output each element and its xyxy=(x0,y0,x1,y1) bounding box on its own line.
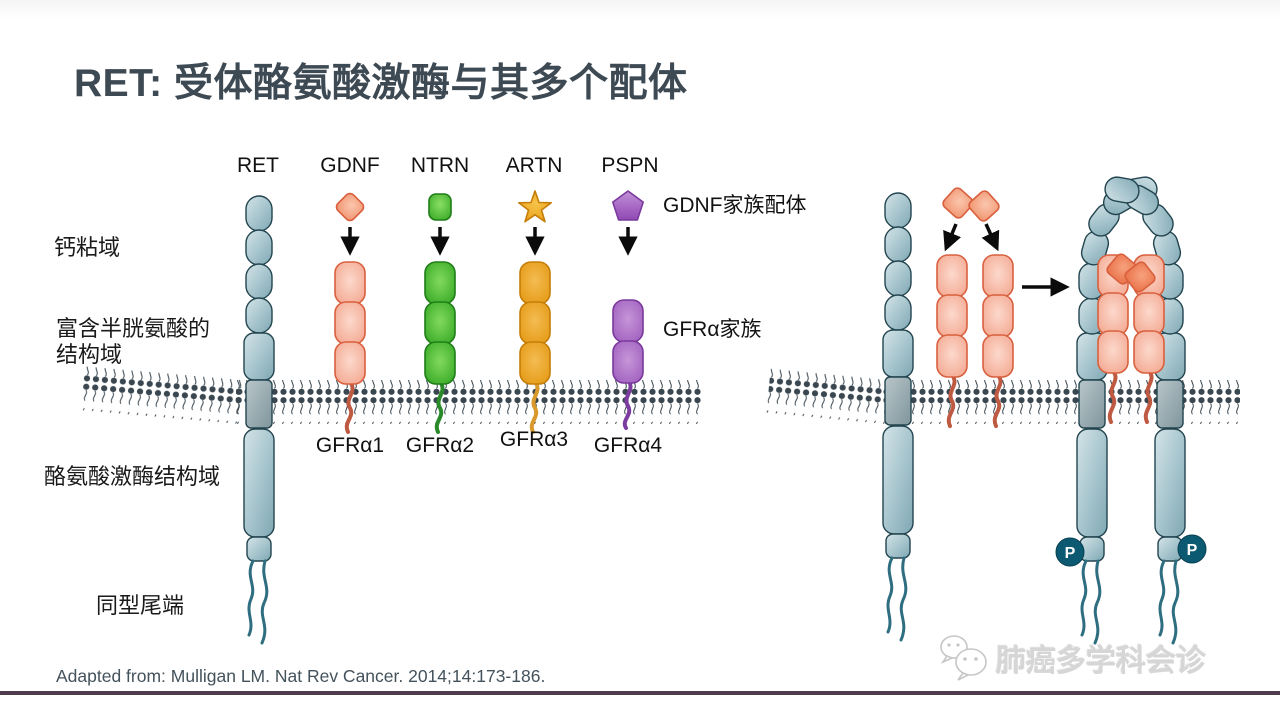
dimer-binding-arrows xyxy=(943,223,1000,252)
watermark: 肺癌多学科会诊 xyxy=(938,634,1206,682)
gfra1-anchor xyxy=(344,380,355,434)
ret-receptor-right xyxy=(881,192,915,642)
phospho-badge-left: P xyxy=(1055,537,1085,567)
gfra2-anchor xyxy=(434,380,445,434)
free-gfra1-pair xyxy=(936,254,1014,378)
column-headers: RET GDNF NTRN ARTN PSPN xyxy=(237,154,659,177)
ligand-binding-arrows xyxy=(340,227,638,256)
header-gdnf: GDNF xyxy=(320,154,380,177)
header-pspn: PSPN xyxy=(601,154,658,177)
gdnf-ligand-icon xyxy=(335,192,365,222)
label-gfra1: GFRα1 xyxy=(316,434,384,457)
watermark-text: 肺癌多学科会诊 xyxy=(996,645,1206,678)
svg-text:P: P xyxy=(1187,542,1198,559)
gfra4-anchor xyxy=(622,378,633,430)
cell-membrane-left xyxy=(78,366,702,425)
wechat-logo-icon xyxy=(940,635,987,681)
free-gfra1-anchor-2 xyxy=(992,373,1003,428)
artn-ligand-icon xyxy=(518,190,552,223)
family-labels: GDNF家族配体 GFRα家族 xyxy=(663,194,807,341)
ntrn-ligand-icon xyxy=(428,193,452,221)
label-gfra-family: GFRα家族 xyxy=(663,318,761,341)
domain-labels: 钙粘域 富含半胱氨酸的 结构域 酪氨酸激酶结构域 同型尾端 xyxy=(44,235,220,618)
citation: Adapted from: Mulligan LM. Nat Rev Cance… xyxy=(56,666,546,686)
label-cysteine-rich-line1: 富含半胱氨酸的 xyxy=(56,316,210,341)
label-gfra4: GFRα4 xyxy=(594,434,662,457)
label-isoform-tail: 同型尾端 xyxy=(96,593,184,618)
complex-gdnf-dimer xyxy=(1106,253,1156,293)
label-kinase-domain: 酪氨酸激酶结构域 xyxy=(44,464,220,489)
phospho-badge-right: P xyxy=(1177,534,1207,564)
pspn-ligand-icon xyxy=(612,190,644,221)
gfra4-coreceptor xyxy=(612,299,644,384)
gfra1-coreceptor xyxy=(334,261,366,385)
label-cadherin-domain: 钙粘域 xyxy=(54,235,120,260)
coreceptor-labels: GFRα1 GFRα2 GFRα3 GFRα4 xyxy=(316,428,662,457)
gfra2-coreceptor xyxy=(424,261,456,385)
gdnf-dimer xyxy=(942,187,1000,222)
gfra3-anchor xyxy=(529,380,540,434)
gfra3-coreceptor xyxy=(519,261,551,385)
label-cysteine-rich-line2: 结构域 xyxy=(56,342,122,367)
label-gdnf-family-ligands: GDNF家族配体 xyxy=(663,194,807,217)
svg-text:P: P xyxy=(1065,545,1076,562)
label-gfra3: GFRα3 xyxy=(500,428,568,451)
complex-gfra1-anchor-2 xyxy=(1143,369,1154,424)
header-artn: ARTN xyxy=(506,154,563,177)
slide-title: RET: 受体酪氨酸激酶与其多个配体 xyxy=(74,62,688,105)
ret-dimer-complex: P P xyxy=(1055,176,1207,645)
header-ntrn: NTRN xyxy=(411,154,469,177)
header-ret: RET xyxy=(237,154,279,177)
label-gfra2: GFRα2 xyxy=(406,434,474,457)
complex-gfra1-anchor-1 xyxy=(1107,369,1118,424)
bottom-rule xyxy=(0,691,1280,695)
ret-receptor xyxy=(242,195,276,645)
free-gfra1-anchor-1 xyxy=(946,373,957,428)
